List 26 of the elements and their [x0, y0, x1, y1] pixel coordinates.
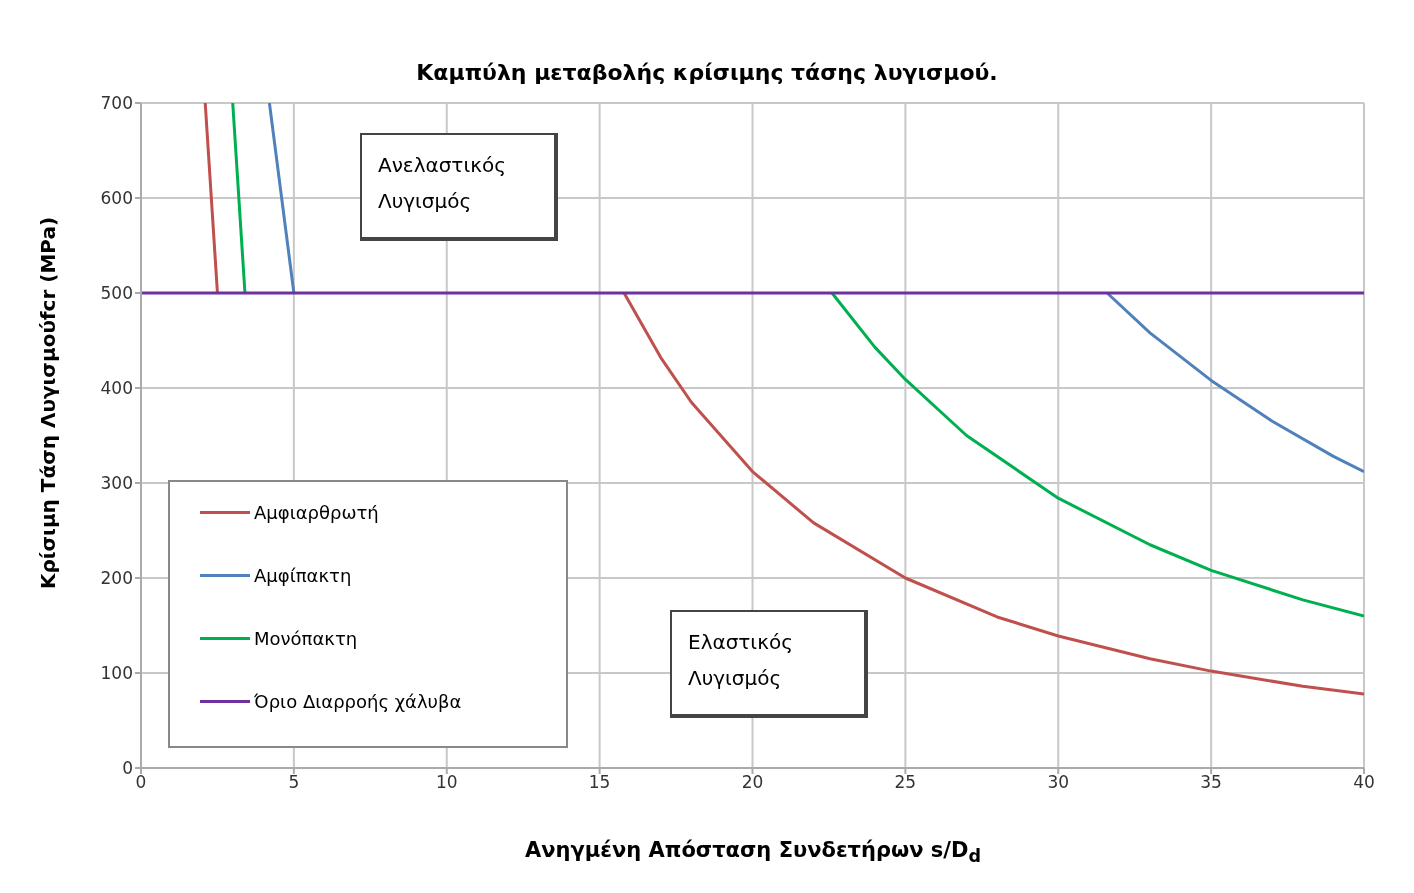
y-tick-label: 300	[100, 473, 133, 494]
x-tick-label: 10	[435, 772, 458, 793]
y-axis-title: Κρίσιμη Τάση Λυγισμούfcr (MPa)	[36, 216, 60, 590]
y-tick-label: 200	[100, 568, 133, 589]
x-tick-label: 15	[588, 772, 611, 793]
y-tick-label: 600	[100, 188, 133, 209]
y-tick-label: 500	[100, 283, 133, 304]
legend-label: Όριο Διαρροής χάλυβα	[254, 691, 462, 712]
legend-label: Αμφίπακτη	[254, 565, 352, 586]
y-tick-label: 400	[100, 378, 133, 399]
y-tick-label: 100	[100, 663, 133, 684]
x-tick-label: 35	[1200, 772, 1222, 793]
legend-label: Μονόπακτη	[254, 628, 358, 649]
x-tick-label: 30	[1047, 772, 1070, 793]
x-tick-label: 5	[288, 772, 300, 793]
x-axis-title: Ανηγμένη Απόσταση Συνδετήρων s/D$_{d}$	[524, 838, 982, 867]
y-tick-label: 0	[122, 758, 133, 779]
y-tick-label: 700	[100, 93, 133, 114]
x-tick-label: 40	[1353, 772, 1375, 793]
x-tick-label: 20	[741, 772, 764, 793]
text-box: Ελαστικός Λυγισμός	[670, 610, 868, 718]
x-tick-label: 25	[894, 772, 917, 793]
x-tick-label: 0	[135, 772, 147, 793]
chart-title: Καμπύλη μεταβολής κρίσιμης τάσης λυγισμού.	[415, 60, 999, 85]
text-box: Ανελαστικός Λυγισμός	[360, 133, 558, 241]
legend-label: Αμφιαρθρωτή	[254, 502, 379, 523]
